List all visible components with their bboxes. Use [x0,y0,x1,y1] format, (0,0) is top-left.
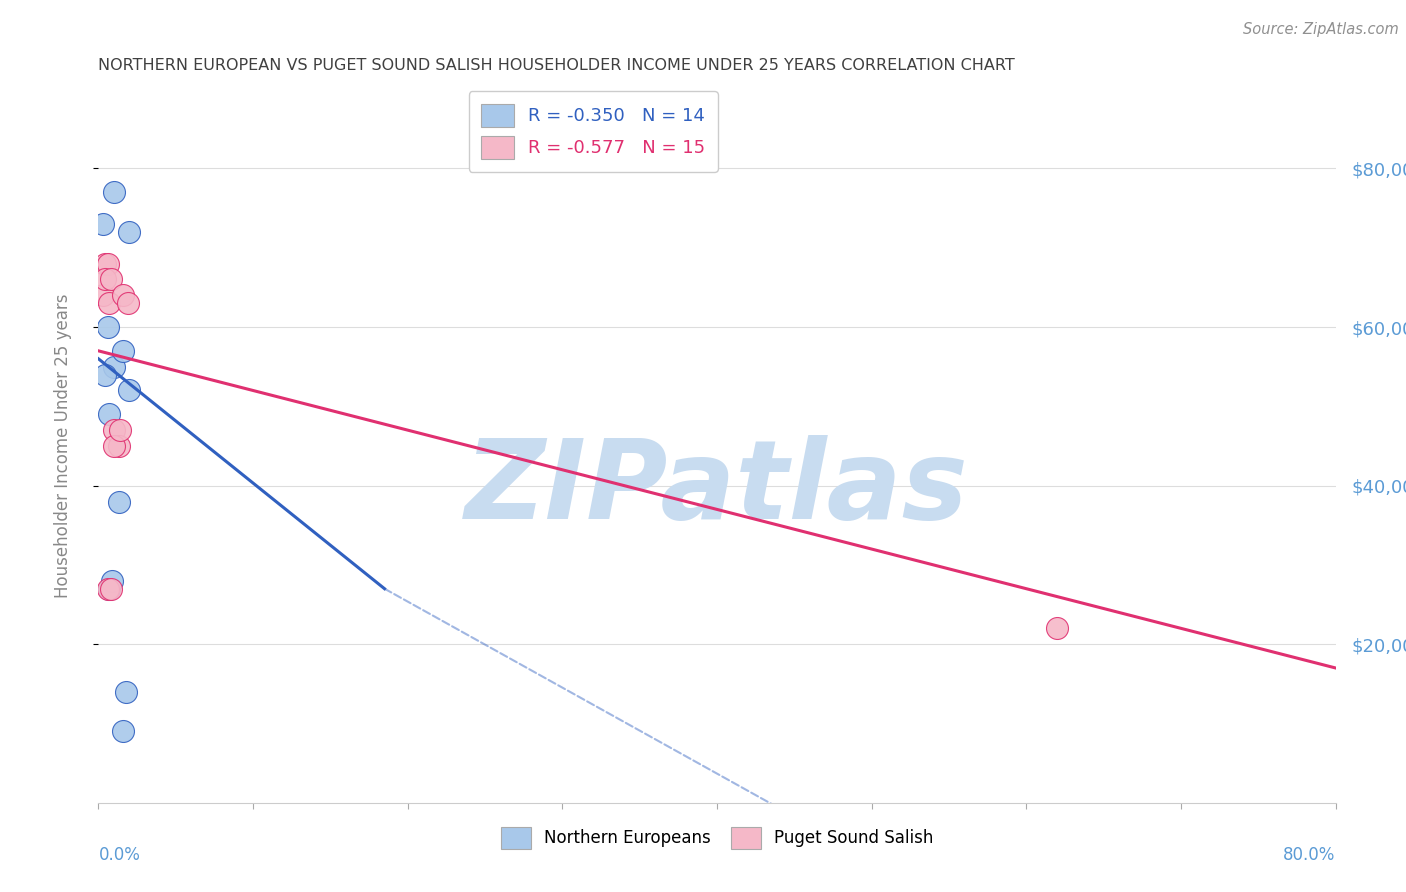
Point [98,582,121,596]
Point [91,217,114,231]
Text: NORTHERN EUROPEAN VS PUGET SOUND SALISH HOUSEHOLDER INCOME UNDER 25 YEARS CORREL: NORTHERN EUROPEAN VS PUGET SOUND SALISH … [98,58,1015,73]
Point [108,423,131,437]
Point [100,272,122,286]
Point [97,257,120,271]
Point [118,384,141,398]
Point [107,494,129,508]
Point [93,368,115,382]
Y-axis label: Householder Income Under 25 years: Householder Income Under 25 years [53,293,72,599]
Point [112,288,135,302]
Point [115,685,138,699]
Text: ZIPatlas: ZIPatlas [465,435,969,542]
Point [103,423,125,437]
Text: 0.0%: 0.0% [98,846,141,863]
Point [103,359,125,374]
Point [1046,621,1069,635]
Point [100,582,122,596]
Point [107,439,129,453]
Point [93,257,115,271]
Point [97,320,120,334]
Point [98,296,121,310]
Point [98,407,121,421]
Legend: Northern Europeans, Puget Sound Salish: Northern Europeans, Puget Sound Salish [491,817,943,859]
Point [103,439,125,453]
Point [112,724,135,739]
Point [91,288,114,302]
Text: Source: ZipAtlas.com: Source: ZipAtlas.com [1243,22,1399,37]
Point [101,574,124,588]
Text: 80.0%: 80.0% [1284,846,1336,863]
Point [112,343,135,358]
Point [97,582,120,596]
Point [118,225,141,239]
Point [117,296,139,310]
Point [103,186,125,200]
Point [93,272,115,286]
